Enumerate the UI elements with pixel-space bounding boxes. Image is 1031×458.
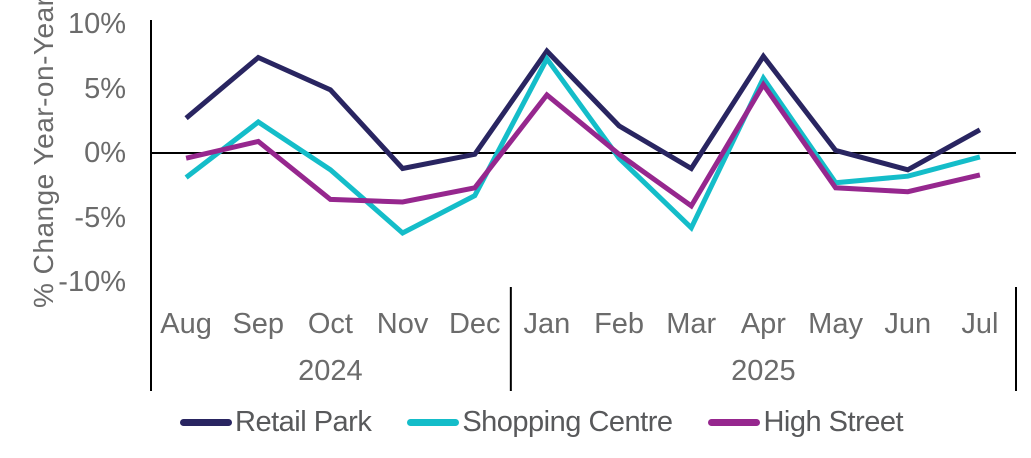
legend: Retail Park Shopping Centre High Street [180,406,904,439]
legend-item-retail-park: Retail Park [180,406,372,439]
legend-swatch-shopping-centre [407,419,460,426]
year-group-label: 2024 [298,355,363,387]
series-line-retail-park [184,47,982,173]
x-tick-label: Nov [376,308,429,340]
series-line-high-street [185,79,981,210]
y-tick-label: -5% [74,201,126,234]
x-tick-label: Sep [232,308,285,340]
y-tick-label: 0% [84,137,126,169]
legend-item-high-street: High Street [708,406,904,439]
x-tick-label: Jan [523,308,571,340]
legend-swatch-retail-park [180,419,232,426]
x-tick-label: Dec [448,308,501,340]
y-tick-label: -10% [58,266,126,298]
y-tick-label: 10% [67,8,126,40]
x-tick-label: Apr [740,308,786,340]
x-tick-label: May [808,308,863,340]
year-group-label: 2025 [731,355,796,387]
legend-label-shopping-centre: Shopping Centre [462,406,673,438]
x-tick-label: Oct [307,308,353,340]
series-line-shopping-centre [184,54,981,237]
x-tick-label: Mar [666,308,717,340]
legend-swatch-high-street [708,419,761,426]
legend-label-high-street: High Street [763,406,904,438]
y-tick-label: 5% [84,72,126,105]
x-tick-label: Jun [884,308,932,340]
x-tick-label: Jul [961,308,999,340]
legend-label-retail-park: Retail Park [235,406,372,438]
legend-item-shopping-centre: Shopping Centre [407,406,673,439]
x-tick-label: Aug [160,308,212,340]
x-tick-label: Feb [594,308,645,340]
